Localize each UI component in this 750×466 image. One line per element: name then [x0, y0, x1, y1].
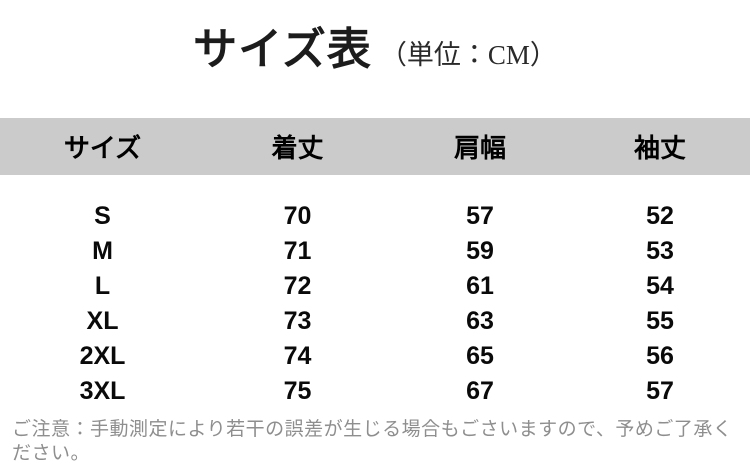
table-row: L 72 61 54 — [0, 269, 750, 304]
table-row: XL 73 63 55 — [0, 304, 750, 339]
measurement-cell: 72 — [283, 272, 312, 300]
measurement-cell: 73 — [283, 307, 312, 335]
title-text: サイズ表 — [193, 25, 372, 74]
table-header-row: サイズ 着丈 肩幅 袖丈 — [0, 118, 750, 175]
measurement-cell: 70 — [283, 202, 312, 230]
table-row: M 71 59 53 — [0, 234, 750, 269]
column-header: 肩幅 — [453, 133, 506, 163]
measurement-cell: 52 — [646, 202, 674, 230]
column-header: 着丈 — [271, 133, 324, 163]
title-unit-label: （単位：CM） — [379, 40, 557, 70]
measurement-cell: 75 — [283, 377, 312, 405]
measurement-cell: 57 — [466, 202, 494, 230]
measurement-cell: 74 — [283, 342, 312, 370]
size-label-cell: 2XL — [79, 342, 126, 370]
measurement-cell: 57 — [646, 377, 674, 405]
measurement-cell: 61 — [466, 272, 494, 300]
size-label-cell: XL — [86, 307, 119, 335]
measurement-cell: 59 — [466, 237, 494, 265]
column-header: 袖丈 — [633, 133, 686, 163]
footer-note: ご注意：手動測定により若干の誤差が生じる場合もごさいますので、予めご了承ください… — [12, 419, 733, 464]
column-header: サイズ — [63, 133, 142, 163]
measurement-cell: 67 — [466, 377, 494, 405]
measurement-cell: 54 — [646, 272, 674, 300]
measurement-cell: 63 — [466, 307, 494, 335]
table-row: S 70 57 52 — [0, 199, 750, 234]
measurement-cell: 71 — [283, 237, 312, 265]
measurement-cell: 53 — [646, 237, 674, 265]
page-title: サイズ表 （単位：CM） — [0, 0, 750, 77]
measurement-cell: 55 — [646, 307, 674, 335]
measurement-cell: 65 — [466, 342, 494, 370]
table-row: 3XL 75 67 57 — [0, 374, 750, 409]
size-label-cell: M — [92, 237, 113, 265]
measurement-cell: 56 — [646, 342, 674, 370]
size-label-cell: S — [94, 202, 111, 230]
table-body: S 70 57 52 M 71 59 53 L 72 61 54 XL 73 63 55 2XL 74 65 56 3X… — [0, 199, 750, 409]
table-row: 2XL 74 65 56 — [0, 339, 750, 374]
size-label-cell: L — [94, 272, 111, 300]
size-label-cell: 3XL — [79, 377, 126, 405]
